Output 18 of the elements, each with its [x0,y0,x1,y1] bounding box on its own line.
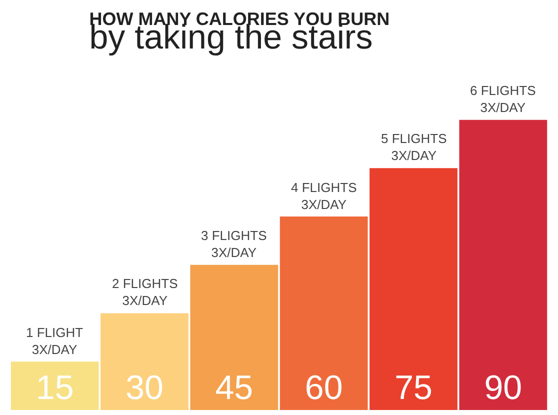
bar [100,313,188,410]
data-label: 45 [215,369,254,407]
x-tick-label: 4 FLIGHTS 3X/DAY [291,180,358,212]
data-label: 30 [126,369,164,407]
x-tick-label: 5 FLIGHTS 3X/DAY [381,131,448,163]
x-tick-label: 3 FLIGHTS 3X/DAY [201,228,268,260]
bar [10,362,99,410]
data-label: 60 [304,369,343,407]
bar [459,120,548,410]
data-label: 90 [484,369,522,407]
x-tick-label: 2 FLIGHTS 3X/DAY [112,276,178,308]
data-label: 75 [394,369,432,407]
bar [190,264,278,410]
x-tick-label: 1 FLIGHT 3X/DAY [26,325,84,357]
data-label: 15 [36,369,74,407]
x-tick-label: 6 FLIGHTS 3X/DAY [470,83,536,115]
bar [280,216,368,410]
bar [370,168,458,410]
